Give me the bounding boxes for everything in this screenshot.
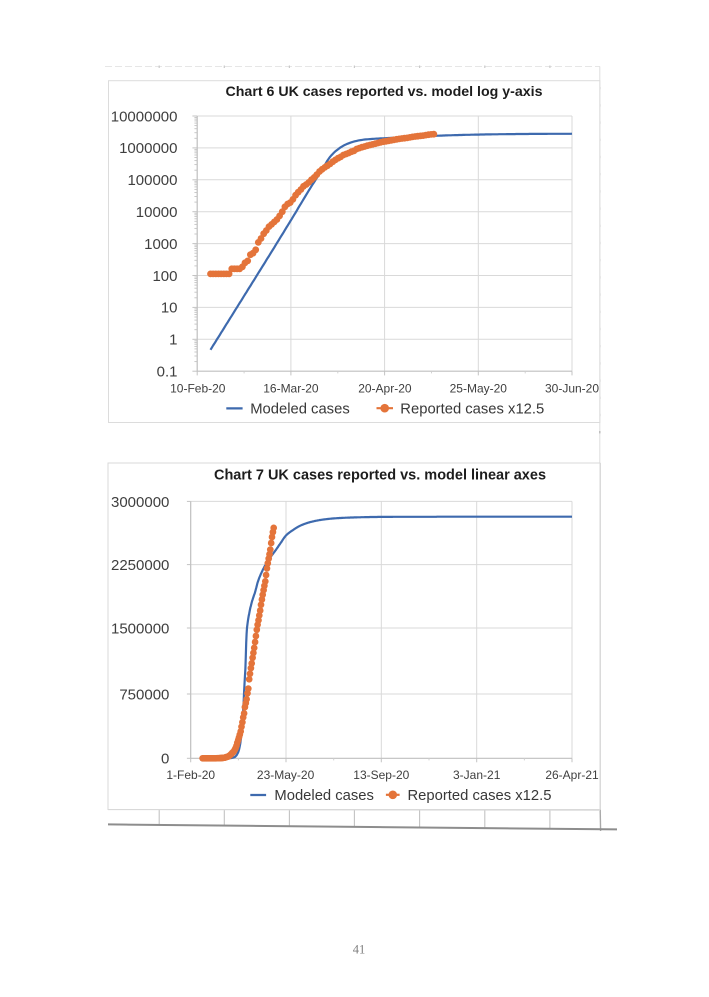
svg-text:3-Jan-21: 3-Jan-21 bbox=[453, 768, 501, 782]
svg-text:750000: 750000 bbox=[119, 687, 169, 704]
svg-text:10: 10 bbox=[161, 300, 178, 317]
svg-text:13-Sep-20: 13-Sep-20 bbox=[353, 768, 409, 782]
svg-text:0: 0 bbox=[161, 751, 169, 768]
svg-text:Modeled cases: Modeled cases bbox=[274, 788, 374, 804]
svg-text:Chart 7 UK cases reported vs.: Chart 7 UK cases reported vs. model line… bbox=[214, 468, 546, 484]
svg-text:3000000: 3000000 bbox=[111, 494, 169, 511]
svg-text:2250000: 2250000 bbox=[111, 557, 169, 574]
svg-text:1500000: 1500000 bbox=[111, 621, 169, 638]
svg-text:41: 41 bbox=[353, 943, 366, 957]
svg-text:20-Apr-20: 20-Apr-20 bbox=[358, 381, 412, 395]
svg-text:26-Apr-21: 26-Apr-21 bbox=[545, 768, 599, 782]
svg-text:25-May-20: 25-May-20 bbox=[450, 381, 508, 395]
svg-text:1-Feb-20: 1-Feb-20 bbox=[166, 768, 215, 782]
svg-text:10-Feb-20: 10-Feb-20 bbox=[170, 381, 226, 395]
svg-text:10000: 10000 bbox=[136, 204, 178, 221]
svg-text:16-Mar-20: 16-Mar-20 bbox=[263, 381, 319, 395]
svg-text:23-May-20: 23-May-20 bbox=[257, 768, 315, 782]
svg-text:Modeled cases: Modeled cases bbox=[250, 401, 350, 417]
svg-text:1000000: 1000000 bbox=[119, 140, 177, 157]
svg-text:1000: 1000 bbox=[144, 236, 177, 253]
svg-text:100: 100 bbox=[152, 268, 177, 285]
svg-text:0.1: 0.1 bbox=[157, 364, 178, 381]
svg-text:30-Jun-20: 30-Jun-20 bbox=[545, 381, 599, 395]
svg-text:1: 1 bbox=[169, 332, 177, 349]
svg-text:100000: 100000 bbox=[127, 172, 177, 189]
svg-text:Reported cases x12.5: Reported cases x12.5 bbox=[400, 401, 544, 417]
svg-text:Reported cases x12.5: Reported cases x12.5 bbox=[408, 788, 552, 804]
svg-text:Chart 6 UK cases reported vs.: Chart 6 UK cases reported vs. model log … bbox=[226, 84, 543, 100]
svg-text:10000000: 10000000 bbox=[111, 108, 178, 125]
